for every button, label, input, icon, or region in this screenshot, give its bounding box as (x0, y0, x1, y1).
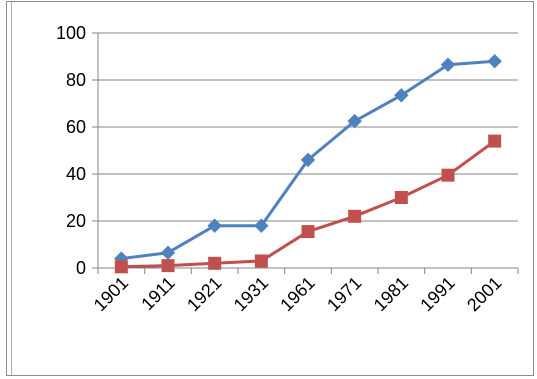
series-1-point (440, 57, 456, 72)
y-tick-label: 80 (66, 70, 86, 90)
series-1-point (487, 53, 502, 69)
x-tick-label: 1981 (370, 273, 412, 315)
y-tick-label: 0 (76, 258, 86, 278)
y-axis-tick-labels: 0 20 40 60 80 100 (56, 23, 86, 278)
series-2 (114, 134, 502, 274)
x-tick-label: 1991 (416, 273, 458, 315)
series-2-point (161, 259, 175, 273)
y-tick-label: 60 (66, 117, 86, 137)
x-tick-label: 1901 (90, 273, 132, 315)
series-1-point (207, 218, 222, 233)
x-tick-label: 1911 (137, 273, 179, 315)
x-tick-label: 1961 (276, 273, 318, 315)
series-1-point (394, 88, 409, 103)
series-1-point (300, 152, 316, 168)
series-2-point (114, 260, 128, 274)
series-2-point (394, 191, 408, 204)
y-tick-label: 100 (56, 23, 86, 43)
x-tick-label: 1921 (183, 273, 225, 315)
series-1-point (160, 245, 176, 260)
series-2-point (348, 209, 362, 223)
series-1-point (347, 113, 362, 129)
series-2-point (254, 254, 268, 268)
x-tick-label: 2001 (463, 273, 505, 315)
y-tick-label: 40 (66, 164, 86, 184)
x-axis-tick-labels: 1901 1911 1921 1931 1961 1971 1981 1991 2001 (90, 273, 506, 315)
series-2-point (301, 225, 315, 239)
series-2-point (441, 168, 455, 182)
grid-lines (98, 32, 518, 222)
y-tick-label: 20 (66, 211, 86, 231)
series-1-point (254, 218, 269, 233)
x-tick-label: 1971 (323, 273, 365, 315)
x-tick-label: 1931 (230, 273, 272, 315)
series-2-point (488, 134, 502, 148)
series-2-point (208, 256, 222, 270)
series-layer (114, 53, 502, 274)
